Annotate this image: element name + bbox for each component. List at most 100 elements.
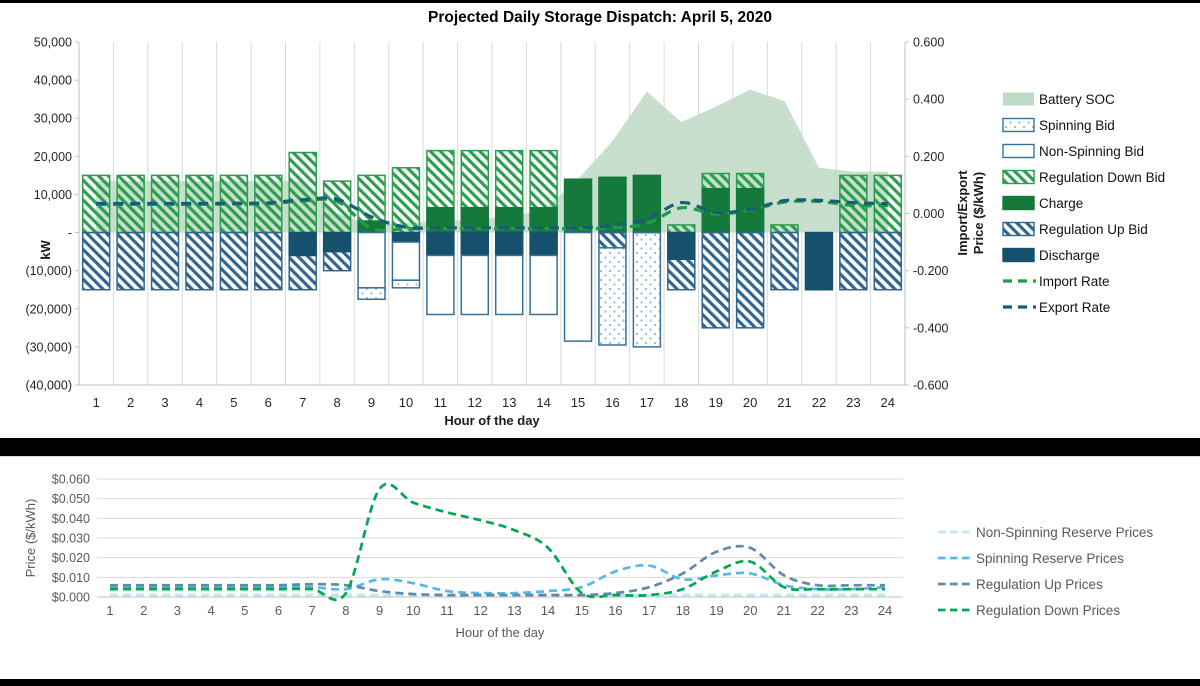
non_spinning_bid-bar (357, 231, 386, 289)
regulation_down_bid-bar (529, 149, 558, 209)
regulation_up_bid-bar (598, 231, 627, 249)
hour-label: 14 (541, 603, 555, 618)
legend-item-non-spinning-reserve-prices: Non-Spinning Reserve Prices (938, 525, 1153, 540)
regulation_down_bid-bar (494, 149, 524, 209)
right-tick-label: 0.600 (913, 36, 944, 50)
price-line-regulation-down-prices (109, 482, 885, 601)
regulation_up_bid-bar (116, 231, 145, 291)
hour-label: 13 (507, 603, 521, 618)
bottom-chart-svg: $0.060 $0.050 $0.040 $0.030 $0.020 $0.010 $0.0… (52, 473, 1154, 641)
left-tick-label: 10,000 (34, 188, 72, 202)
hour-label: 12 (468, 395, 482, 410)
right-tick-label: -0.400 (913, 321, 948, 335)
non_spinning_bid-bar (529, 254, 558, 316)
export-rate-line (96, 196, 888, 230)
regulation_up_bid-bar (770, 231, 799, 291)
charge-bar (563, 178, 593, 234)
divider-band (0, 438, 1200, 456)
hour-label: 22 (810, 603, 824, 618)
non_spinning_bid-bar (460, 254, 490, 316)
legend-label: Regulation Down Prices (976, 603, 1120, 618)
price-tick-label: $0.020 (52, 551, 90, 565)
regulation_down_bid-bar (288, 151, 317, 234)
legend-label: Charge (1039, 196, 1083, 211)
hour-label: 23 (846, 395, 860, 410)
hour-label: 17 (640, 395, 654, 410)
legend-label: Regulation Up Prices (976, 577, 1103, 592)
regulation_up_bid-bar (839, 231, 868, 291)
regulation_up_bid-bar (288, 254, 317, 291)
hour-label: 1 (93, 395, 100, 410)
non_spinning_bid-bar (563, 231, 593, 342)
hour-label: 4 (196, 395, 203, 410)
hour-label: 7 (309, 603, 316, 618)
price-tick-label: $0.000 (52, 591, 90, 605)
regulation_up_bid-bar (185, 231, 214, 291)
legend-item-regulation-up-prices: Regulation Up Prices (938, 577, 1103, 592)
regulation_up_bid-bar (81, 231, 111, 291)
regulation_down_bid-bar (701, 172, 730, 190)
spinning_bid-bar (598, 247, 627, 346)
left-tick-label: 20,000 (34, 150, 72, 164)
discharge-bar (426, 231, 455, 257)
regulation_down_bid-bar (770, 224, 799, 234)
hour-label: 22 (812, 395, 826, 410)
hour-label: 10 (406, 603, 420, 618)
hour-label: 15 (575, 603, 589, 618)
legend-label: Regulation Up Bid (1039, 222, 1148, 237)
price-tick-label: $0.050 (52, 492, 90, 506)
hour-label: 11 (440, 603, 454, 618)
hour-label: 21 (777, 395, 791, 410)
legend-swatch (1003, 92, 1034, 106)
hour-label: 10 (399, 395, 413, 410)
legend-item-non-spinning-bid: Non-Spinning Bid (1002, 143, 1144, 159)
regulation_down_bid-bar (322, 180, 352, 234)
hour-label: 21 (777, 603, 791, 618)
hour-label: 9 (376, 603, 383, 618)
legend-item-discharge: Discharge (1002, 248, 1100, 263)
regulation_up_bid-bar (254, 231, 283, 291)
hour-label: 20 (743, 395, 757, 410)
legend-item-spinning-bid: Spinning Bid (1002, 117, 1115, 133)
hour-label: 17 (642, 603, 656, 618)
discharge-bar (391, 231, 421, 243)
discharge-bar (460, 231, 490, 257)
legend-label: Battery SOC (1039, 92, 1115, 107)
regulation_down_bid-bar (460, 149, 490, 209)
right-tick-label: 0.400 (913, 93, 944, 107)
regulation_up_bid-bar (150, 231, 180, 291)
hour-label: 5 (241, 603, 248, 618)
legend-label: Discharge (1039, 248, 1100, 263)
hour-label: 2 (140, 603, 147, 618)
legend-label: Export Rate (1039, 300, 1110, 315)
legend-label: Spinning Reserve Prices (976, 551, 1124, 566)
right-tick-label: 0.000 (913, 207, 944, 221)
hour-label: 4 (207, 603, 214, 618)
legend-swatch (1002, 221, 1035, 237)
hour-label: 1 (106, 603, 113, 618)
hour-label: 16 (608, 603, 622, 618)
legend-item-spinning-reserve-prices: Spinning Reserve Prices (938, 551, 1124, 566)
legend-item-import-rate: Import Rate (1003, 274, 1110, 289)
discharge-bar (288, 231, 317, 257)
hour-label: 8 (342, 603, 349, 618)
hour-label: 3 (161, 395, 168, 410)
hour-label: 6 (265, 395, 272, 410)
hour-label: 19 (708, 395, 722, 410)
spinning_bid-bar (391, 279, 421, 289)
left-tick-label: 30,000 (34, 112, 72, 126)
x-axis-title: Hour of the day (456, 625, 545, 640)
discharge-bar (529, 231, 558, 257)
regulation_up_bid-bar (322, 250, 352, 272)
hour-label: 13 (502, 395, 516, 410)
regulation_up_bid-bar (873, 231, 903, 291)
left-tick-label: 50,000 (34, 36, 72, 50)
discharge-bar (804, 231, 834, 291)
regulation_down_bid-bar (391, 167, 421, 234)
price-tick-label: $0.030 (52, 532, 90, 546)
hour-label: 20 (743, 603, 757, 618)
left-tick-label: (40,000) (25, 379, 72, 393)
legend-label: Import Rate (1039, 274, 1110, 289)
legend-label: Non-Spinning Bid (1039, 144, 1144, 159)
price-line-regulation-up-prices (109, 544, 885, 597)
